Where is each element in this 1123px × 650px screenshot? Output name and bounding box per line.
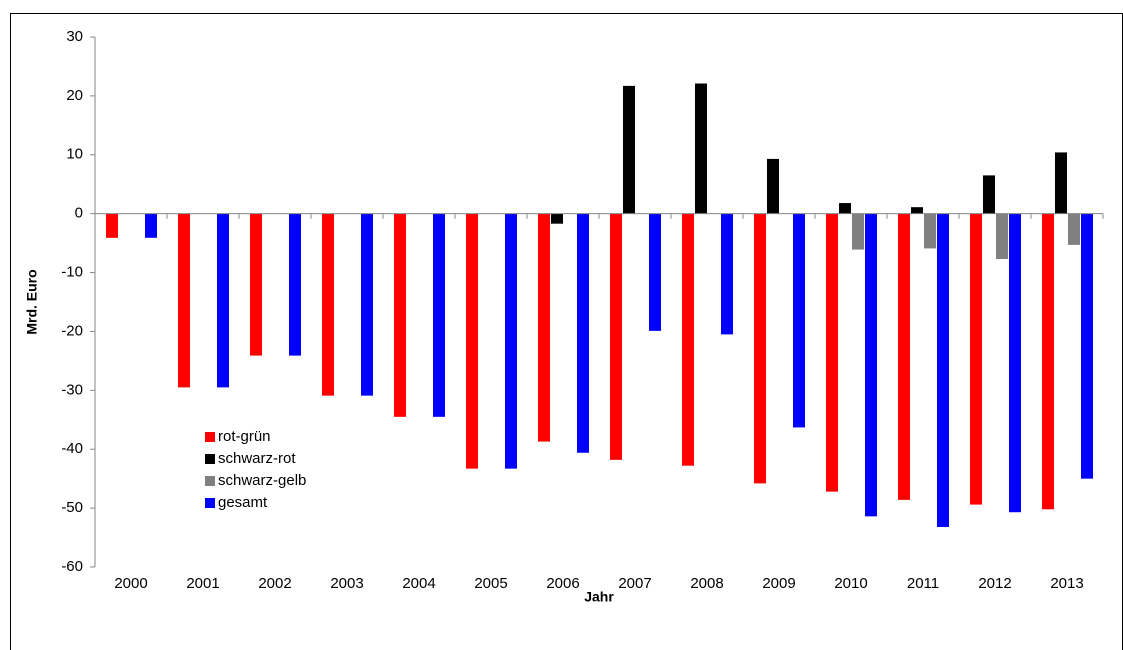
x-tick-label: 2009 <box>762 575 795 592</box>
bar <box>217 213 229 388</box>
bar <box>361 213 373 396</box>
bar <box>754 213 766 484</box>
bar <box>577 213 589 453</box>
bar <box>826 213 838 492</box>
bar <box>1068 213 1080 245</box>
x-tick-label: 2004 <box>402 575 435 592</box>
y-tick-label: -50 <box>61 499 83 516</box>
x-tick-label: 2010 <box>834 575 867 592</box>
y-tick-label: -40 <box>61 440 83 457</box>
bar <box>466 213 478 469</box>
bar <box>623 85 635 214</box>
x-tick-label: 2012 <box>978 575 1011 592</box>
bar <box>1042 213 1054 510</box>
bar <box>970 213 982 505</box>
bar <box>983 175 995 214</box>
y-tick-label: 0 <box>75 205 83 222</box>
bar <box>924 213 936 249</box>
bar <box>433 213 445 417</box>
bar <box>767 158 779 214</box>
x-axis-title: Jahr <box>584 589 614 605</box>
y-tick-label: 20 <box>66 87 83 104</box>
bar <box>898 213 910 500</box>
y-tick-label: -30 <box>61 381 83 398</box>
x-tick-label: 2006 <box>546 575 579 592</box>
legend-swatch <box>205 498 215 508</box>
bar <box>538 213 550 442</box>
x-tick-label: 2005 <box>474 575 507 592</box>
bar <box>682 213 694 466</box>
x-tick-label: 2008 <box>690 575 723 592</box>
bar <box>106 213 118 238</box>
x-tick-label: 2011 <box>907 575 939 592</box>
bar <box>1009 213 1021 513</box>
bar <box>793 213 805 428</box>
x-tick-label: 2003 <box>330 575 363 592</box>
x-tick-label: 2007 <box>618 575 651 592</box>
bar <box>852 213 864 250</box>
y-tick-label: -20 <box>61 322 83 339</box>
y-axis-title: Mrd. Euro <box>24 269 40 334</box>
legend-label: schwarz-gelb <box>218 472 306 489</box>
bar <box>1081 213 1093 479</box>
x-tick-label: 2013 <box>1050 575 1083 592</box>
bar <box>610 213 622 460</box>
bar <box>911 207 923 214</box>
bar <box>839 203 851 214</box>
bar <box>865 213 877 517</box>
bar <box>145 213 157 238</box>
y-tick-label: 10 <box>66 146 83 163</box>
bar <box>1055 152 1067 214</box>
legend-label: schwarz-rot <box>218 450 296 467</box>
y-tick-label: -10 <box>61 264 83 281</box>
bar <box>178 213 190 388</box>
bar <box>250 213 262 356</box>
bar <box>649 213 661 331</box>
y-tick-label: -60 <box>61 558 83 575</box>
legend-swatch <box>205 476 215 486</box>
legend-swatch <box>205 454 215 464</box>
x-tick-label: 2000 <box>114 575 147 592</box>
x-tick-label: 2001 <box>186 575 219 592</box>
legend-swatch <box>205 432 215 442</box>
bar <box>551 213 563 224</box>
bar <box>937 213 949 527</box>
bar <box>505 213 517 469</box>
bar <box>322 213 334 396</box>
legend-label: gesamt <box>218 494 268 511</box>
x-tick-label: 2002 <box>258 575 291 592</box>
legend-label: rot-grün <box>218 428 271 445</box>
bar <box>394 213 406 417</box>
bar <box>289 213 301 356</box>
bar <box>996 213 1008 260</box>
y-tick-label: 30 <box>66 28 83 45</box>
bar <box>695 83 707 214</box>
bar <box>721 213 733 335</box>
chart-border <box>10 13 1123 650</box>
